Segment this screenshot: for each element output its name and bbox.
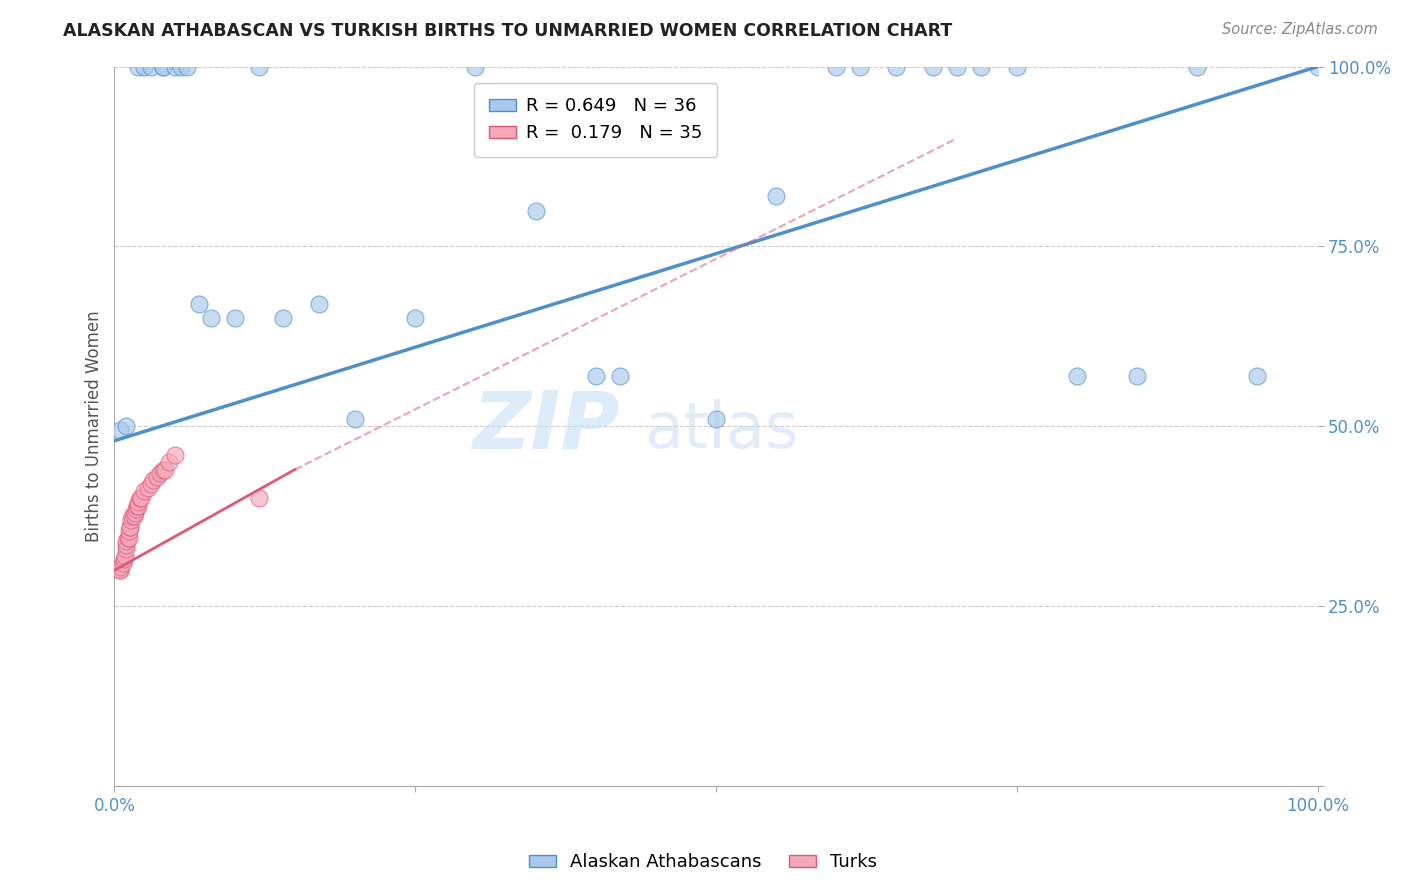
Point — [464, 60, 486, 74]
Point — [765, 189, 787, 203]
Point — [308, 297, 330, 311]
Point — [110, 423, 132, 437]
Point — [127, 495, 149, 509]
Point — [118, 520, 141, 534]
Point — [404, 311, 426, 326]
Point — [142, 473, 165, 487]
Point — [121, 509, 143, 524]
Point — [118, 524, 141, 538]
Point — [112, 552, 135, 566]
Point — [200, 311, 222, 326]
Point — [127, 499, 149, 513]
Point — [115, 419, 138, 434]
Point — [136, 481, 159, 495]
Point — [120, 513, 142, 527]
Text: atlas: atlas — [644, 399, 799, 461]
Point — [247, 60, 270, 74]
Point — [124, 506, 146, 520]
Text: ALASKAN ATHABASCAN VS TURKISH BIRTHS TO UNMARRIED WOMEN CORRELATION CHART: ALASKAN ATHABASCAN VS TURKISH BIRTHS TO … — [63, 22, 952, 40]
Legend: Alaskan Athabascans, Turks: Alaskan Athabascans, Turks — [522, 847, 884, 879]
Point — [849, 60, 872, 74]
Text: Source: ZipAtlas.com: Source: ZipAtlas.com — [1222, 22, 1378, 37]
Point — [115, 541, 138, 556]
Point — [825, 60, 848, 74]
Point — [163, 60, 186, 74]
Point — [1246, 369, 1268, 384]
Point — [921, 60, 943, 74]
Point — [127, 60, 149, 74]
Point — [1066, 369, 1088, 384]
Point — [152, 462, 174, 476]
Point — [122, 509, 145, 524]
Point — [129, 491, 152, 506]
Point — [157, 455, 180, 469]
Point — [110, 563, 132, 577]
Point — [344, 412, 367, 426]
Point — [152, 60, 174, 74]
Point — [145, 469, 167, 483]
Point — [117, 531, 139, 545]
Point — [271, 311, 294, 326]
Point — [945, 60, 967, 74]
Point — [149, 466, 172, 480]
Point — [1187, 60, 1209, 74]
Point — [134, 60, 156, 74]
Point — [115, 538, 138, 552]
Point — [153, 462, 176, 476]
Point — [1005, 60, 1028, 74]
Point — [524, 203, 547, 218]
Point — [886, 60, 908, 74]
Point — [163, 448, 186, 462]
Point — [110, 559, 132, 574]
Point — [224, 311, 246, 326]
Point — [114, 549, 136, 563]
Point — [585, 369, 607, 384]
Point — [704, 412, 727, 426]
Point — [1126, 369, 1149, 384]
Point — [115, 534, 138, 549]
Point — [187, 297, 209, 311]
Legend: R = 0.649   N = 36, R =  0.179   N = 35: R = 0.649 N = 36, R = 0.179 N = 35 — [474, 83, 717, 157]
Point — [110, 563, 132, 577]
Point — [134, 484, 156, 499]
Point — [139, 60, 162, 74]
Point — [128, 491, 150, 506]
Point — [139, 477, 162, 491]
Point — [609, 369, 631, 384]
Point — [111, 556, 134, 570]
Text: ZIP: ZIP — [472, 387, 620, 466]
Point — [125, 502, 148, 516]
Point — [176, 60, 198, 74]
Point — [169, 60, 191, 74]
Point — [970, 60, 993, 74]
Point — [247, 491, 270, 506]
Point — [127, 499, 149, 513]
Y-axis label: Births to Unmarried Women: Births to Unmarried Women — [86, 310, 103, 542]
Point — [152, 60, 174, 74]
Point — [118, 531, 141, 545]
Point — [118, 520, 141, 534]
Point — [1306, 60, 1329, 74]
